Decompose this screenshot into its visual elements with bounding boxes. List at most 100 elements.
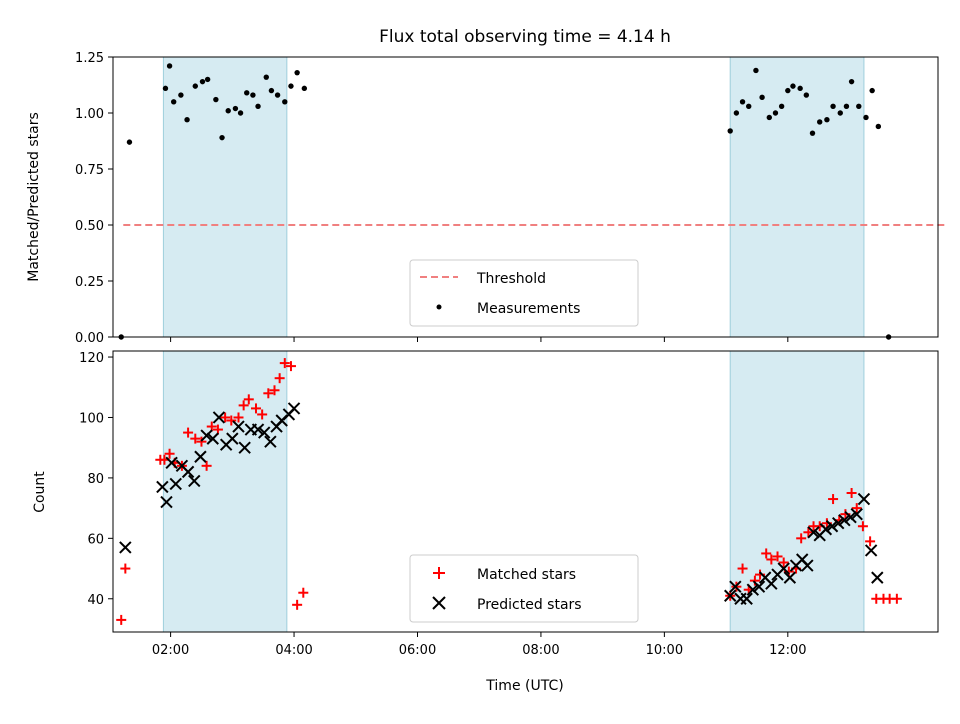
y-tick-label: 80 bbox=[87, 472, 104, 487]
matched-star-point bbox=[190, 433, 201, 444]
top-shaded-intervals bbox=[162, 56, 865, 338]
top-xticks bbox=[170, 337, 789, 342]
top-panel: 0.00 0.25 0.50 0.75 1.00 1.25 Matched/Predict… bbox=[26, 51, 947, 346]
top-legend: Threshold Measurements bbox=[409, 259, 639, 327]
y-tick-label: 0.00 bbox=[75, 331, 104, 346]
legend-measurements-swatch bbox=[436, 304, 442, 310]
measurement-point bbox=[274, 92, 281, 98]
matched-star-point bbox=[737, 563, 748, 574]
legend-threshold-label: Threshold bbox=[476, 271, 546, 287]
predicted-star-point bbox=[838, 513, 851, 527]
predicted-star-point bbox=[212, 411, 226, 424]
y-tick-label: 0.25 bbox=[75, 275, 104, 290]
top-axes-frame bbox=[112, 56, 939, 338]
matched-star-point bbox=[846, 488, 857, 499]
predicted-star-point bbox=[752, 580, 766, 593]
predicted-star-point bbox=[723, 589, 737, 602]
measurement-point bbox=[803, 92, 810, 98]
measurement-point bbox=[746, 103, 752, 109]
legend-matched-swatch bbox=[433, 567, 445, 579]
measurements-points bbox=[118, 63, 892, 340]
measurement-point bbox=[263, 74, 269, 80]
predicted-star-point bbox=[156, 480, 169, 494]
predicted-star-point bbox=[165, 456, 178, 470]
matched-star-point bbox=[116, 614, 127, 625]
predicted-star-point bbox=[194, 450, 207, 463]
y-tick-label: 1.00 bbox=[75, 107, 104, 122]
measurement-point bbox=[301, 85, 308, 92]
matched-star-point bbox=[857, 521, 868, 532]
bottom-legend-box bbox=[409, 554, 639, 623]
shaded-interval-1 bbox=[162, 350, 288, 633]
predicted-star-point bbox=[864, 544, 878, 557]
measurement-point bbox=[250, 92, 256, 98]
matched-star-point bbox=[233, 412, 244, 423]
measurement-point bbox=[192, 83, 198, 89]
predicted-star-point bbox=[871, 571, 884, 584]
measurement-point bbox=[772, 110, 779, 116]
matched-star-point bbox=[196, 436, 207, 447]
matched-star-point bbox=[766, 554, 777, 565]
bottom-legend: Matched stars Predicted stars bbox=[409, 554, 639, 623]
measurement-point bbox=[785, 87, 791, 94]
predicted-star-point bbox=[844, 510, 857, 524]
matched-star-point bbox=[201, 460, 212, 471]
predicted-star-point bbox=[740, 592, 753, 605]
measurement-point bbox=[843, 103, 850, 109]
shaded-interval-2 bbox=[729, 56, 865, 338]
measurement-point bbox=[184, 117, 190, 123]
predicted-star-point bbox=[264, 435, 277, 448]
matched-star-point bbox=[250, 403, 261, 414]
predicted-star-point bbox=[206, 432, 219, 445]
predicted-star-point bbox=[801, 559, 814, 572]
y-tick-label: 60 bbox=[87, 532, 104, 547]
bottom-yticks: 40 60 80 100 120 bbox=[79, 351, 113, 608]
matched-star-point bbox=[298, 587, 309, 598]
measurement-point bbox=[753, 67, 759, 74]
x-tick-label: 10:00 bbox=[646, 643, 683, 658]
measurement-point bbox=[225, 108, 231, 114]
predicted-star-point bbox=[169, 477, 182, 491]
predicted-star-point bbox=[287, 402, 301, 415]
predicted-star-point bbox=[188, 474, 201, 488]
matched-star-point bbox=[220, 412, 231, 423]
measurement-point bbox=[232, 105, 239, 112]
matched-star-point bbox=[238, 400, 249, 411]
predicted-star-point bbox=[119, 541, 132, 554]
x-tick-label: 02:00 bbox=[152, 643, 189, 658]
legend-measurements-label: Measurements bbox=[477, 301, 580, 317]
measurement-point bbox=[244, 90, 250, 96]
matched-star-point bbox=[279, 358, 290, 369]
top-ylabel: Matched/Predicted stars bbox=[26, 112, 42, 282]
measurement-point bbox=[856, 103, 862, 109]
predicted-star-point bbox=[825, 520, 839, 533]
predicted-star-point bbox=[160, 495, 173, 509]
y-tick-label: 100 bbox=[79, 411, 104, 426]
measurement-point bbox=[759, 94, 765, 101]
measurement-point bbox=[219, 134, 225, 141]
measurement-point bbox=[237, 110, 244, 116]
legend-matched-label: Matched stars bbox=[477, 567, 576, 583]
matched-star-point bbox=[120, 563, 131, 574]
measurement-point bbox=[294, 69, 300, 76]
matched-star-point bbox=[761, 548, 772, 559]
matched-star-point bbox=[226, 415, 237, 426]
top-yticks: 0.00 0.25 0.50 0.75 1.00 1.25 bbox=[75, 51, 113, 346]
measurement-point bbox=[875, 123, 882, 130]
measurement-point bbox=[848, 78, 855, 85]
matched-star-point bbox=[803, 527, 814, 538]
predicted-star-point bbox=[181, 465, 195, 479]
predicted-star-point bbox=[200, 429, 213, 442]
measurement-point bbox=[288, 83, 294, 89]
predicted-star-point bbox=[807, 526, 820, 539]
y-tick-label: 1.25 bbox=[75, 51, 104, 66]
measurement-point bbox=[809, 130, 816, 136]
matched-star-point bbox=[183, 427, 194, 438]
matched-star-point bbox=[263, 388, 274, 399]
measurement-point bbox=[733, 110, 740, 116]
bottom-xticks: 02:00 04:00 06:00 08:00 10:00 12:00 bbox=[152, 632, 807, 658]
predicted-star-point bbox=[765, 577, 778, 590]
predicted-star-point bbox=[777, 562, 790, 575]
bottom-ylabel: Count bbox=[32, 471, 48, 513]
